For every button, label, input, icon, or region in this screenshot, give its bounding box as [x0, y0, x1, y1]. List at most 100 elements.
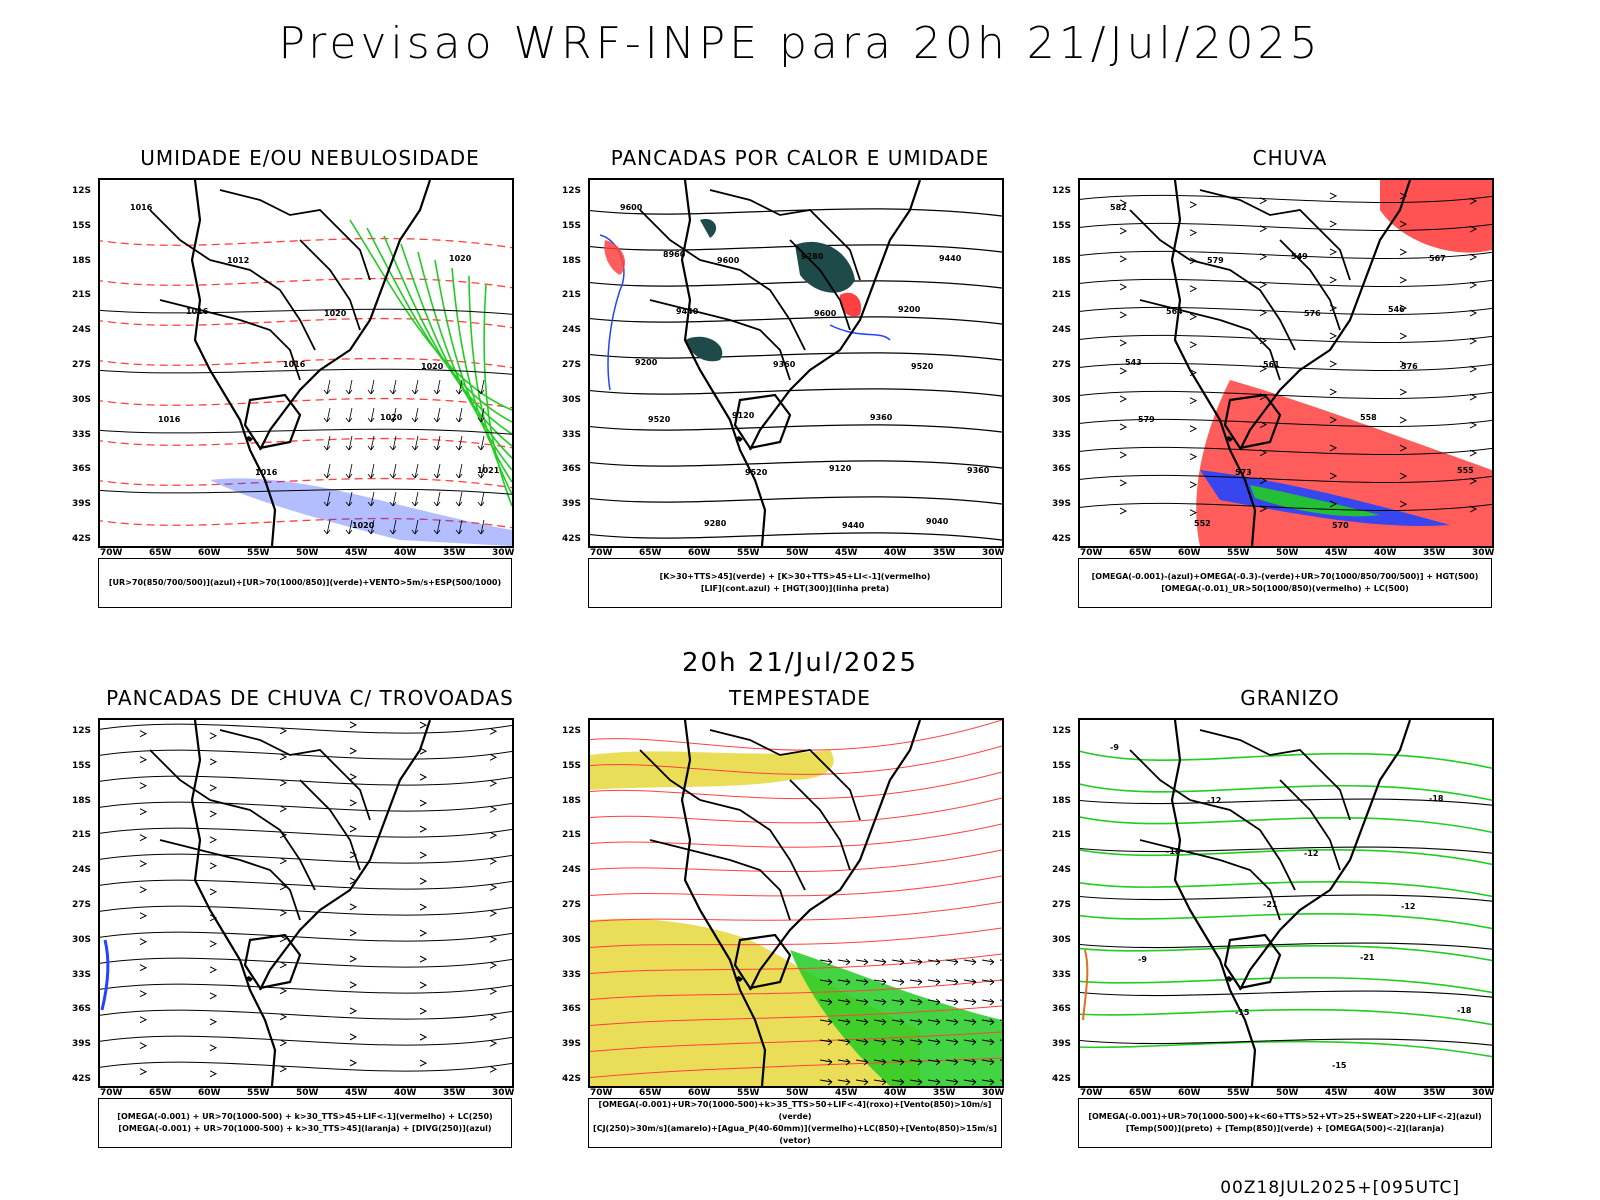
- lon-tick-label: 55W: [1227, 548, 1250, 558]
- lat-tick-label: 33S: [1052, 969, 1072, 980]
- lon-tick-label: 50W: [1276, 1088, 1299, 1098]
- contour-label: 9360: [870, 413, 893, 422]
- contour-label: 579: [1138, 415, 1155, 424]
- contour-label: 9520: [911, 362, 934, 371]
- contour-label: 561: [1263, 360, 1280, 369]
- contour-label: 9120: [829, 464, 852, 473]
- contour-label: 567: [1429, 254, 1446, 263]
- lat-tick-label: 15S: [72, 760, 92, 771]
- lat-tick-label: 15S: [562, 760, 582, 771]
- contour-label: 576: [1304, 309, 1321, 318]
- lon-tick-label: 60W: [688, 1088, 711, 1098]
- lon-tick-label: 50W: [786, 548, 809, 558]
- contour-label: 1012: [227, 256, 249, 265]
- lat-tick-label: 33S: [1052, 429, 1072, 440]
- lat-tick-label: 30S: [562, 934, 582, 945]
- panel-legend: [K>30+TTS>45](verde) + [K>30+TTS>45+LI<-…: [588, 558, 1002, 608]
- lon-tick-label: 70W: [1080, 1088, 1103, 1098]
- contour-label: 558: [1360, 413, 1377, 422]
- contour-label: -12: [1304, 849, 1318, 858]
- page-title: Previsao WRF-INPE para 20h 21/Jul/2025: [278, 18, 1322, 69]
- lon-tick-label: 45W: [345, 548, 368, 558]
- contour-label: 9440: [939, 254, 962, 263]
- lon-tick-label: 35W: [443, 1088, 466, 1098]
- lat-tick-label: 42S: [1052, 534, 1072, 544]
- lat-tick-label: 18S: [1052, 255, 1072, 266]
- legend-line: [OMEGA(-0.001) + UR>70(1000-500) + k>30_…: [117, 1112, 493, 1121]
- contour-label: -18: [1429, 794, 1444, 803]
- contour-label: 543: [1125, 358, 1142, 367]
- lon-tick-label: 35W: [933, 548, 956, 558]
- lat-tick-label: 30S: [72, 394, 92, 405]
- lat-tick-label: 30S: [1052, 394, 1072, 405]
- map-graphic: 1016 1012 1020 1020 1016 1016 1020 1020 1016 1016…: [100, 180, 512, 546]
- lon-tick-label: 60W: [1178, 548, 1201, 558]
- panel-title: PANCADAS DE CHUVA C/ TROVOADAS: [106, 686, 514, 710]
- lat-tick-label: 36S: [1052, 464, 1072, 475]
- lat-tick-label: 27S: [1052, 360, 1072, 370]
- lat-tick-label: 15S: [562, 220, 582, 231]
- lat-tick-label: 18S: [72, 255, 92, 266]
- lat-tick-label: 36S: [72, 1004, 92, 1015]
- lat-tick-label: 36S: [1052, 1004, 1072, 1015]
- lon-tick-label: 45W: [835, 1088, 858, 1098]
- contour-label: -15: [1332, 1061, 1347, 1070]
- lat-tick-label: 27S: [562, 900, 582, 910]
- lat-tick-label: 21S: [72, 290, 92, 301]
- forecast-map: 582 579 576 576 579 573 570 567 564 561 558 555 552 5…: [1078, 178, 1494, 548]
- legend-line: [OMEGA(-0.001)-(azul)+OMEGA(-0.3)-(verde…: [1091, 572, 1479, 581]
- lat-tick-label: 21S: [1052, 830, 1072, 841]
- lat-tick-label: 24S: [1052, 865, 1072, 876]
- lon-tick-label: 45W: [1325, 548, 1348, 558]
- lon-tick-label: 50W: [1276, 548, 1299, 558]
- contour-label: 9600: [814, 309, 837, 318]
- panel-pancadas-trovoadas: PANCADAS DE CHUVA C/ TROVOADAS 12S 15S 18S 2…: [72, 686, 530, 1156]
- panel-legend: [OMEGA(-0.001)+UR>70(1000-500)+k>35_TTS>…: [588, 1098, 1002, 1148]
- contour-label: -18: [1457, 1006, 1472, 1015]
- contour-label: 1020: [324, 309, 347, 318]
- lat-tick-label: 42S: [562, 534, 582, 544]
- contour-label: -15: [1235, 1008, 1250, 1017]
- lon-tick-label: 45W: [345, 1088, 368, 1098]
- contour-label: 1016: [283, 360, 306, 369]
- forecast-map: -9 -12 -12 -12 -9 -15 -15 -18 -18 -21 -21 -18: [1078, 718, 1494, 1088]
- lon-tick-label: 55W: [737, 1088, 760, 1098]
- map-graphic: 582 579 576 576 579 573 570 567 564 561 558 555 552 5…: [1080, 180, 1492, 546]
- panel-title: GRANIZO: [1240, 686, 1340, 710]
- lat-tick-label: 18S: [562, 795, 582, 806]
- lat-tick-label: 12S: [1052, 186, 1072, 196]
- lat-tick-label: 18S: [562, 255, 582, 266]
- lon-tick-label: 40W: [1374, 548, 1397, 558]
- contour-label: 9280: [704, 519, 727, 528]
- lat-tick-label: 27S: [1052, 900, 1072, 910]
- contour-label: 552: [1194, 519, 1211, 528]
- lon-tick-label: 35W: [1423, 1088, 1446, 1098]
- contour-label: -18: [1166, 847, 1181, 856]
- panel-legend: [OMEGA(-0.001)+UR>70(1000-500)+k<60+TTS>…: [1078, 1098, 1492, 1148]
- lat-tick-label: 21S: [562, 830, 582, 841]
- panel-legend: [UR>70(850/700/500)](azul)+[UR>70(1000/8…: [98, 558, 512, 608]
- contour-label: 1016: [255, 468, 278, 477]
- contour-label: 582: [1110, 203, 1127, 212]
- contour-label: -21: [1263, 900, 1278, 909]
- lat-tick-label: 12S: [72, 186, 92, 196]
- legend-line: [K>30+TTS>45](verde) + [K>30+TTS>45+LI<-…: [659, 572, 931, 581]
- contour-label: 1020: [352, 521, 375, 530]
- lon-tick-label: 30W: [982, 1088, 1005, 1098]
- lon-tick-label: 30W: [1472, 1088, 1495, 1098]
- lon-tick-label: 30W: [492, 1088, 515, 1098]
- legend-line: [Temp(500)](preto) + [Temp(850)](verde) …: [1125, 1124, 1445, 1133]
- lon-tick-label: 30W: [492, 548, 515, 558]
- panel-title: TEMPESTADE: [729, 686, 871, 710]
- lat-tick-label: 39S: [72, 1039, 92, 1050]
- forecast-map: 1016 1012 1020 1020 1016 1016 1020 1020 1016 1016…: [98, 178, 514, 548]
- forecast-map: [98, 718, 514, 1088]
- contour-label: 9040: [926, 517, 949, 526]
- lon-tick-label: 70W: [590, 548, 613, 558]
- contour-label: 9440: [676, 307, 699, 316]
- lon-tick-label: 65W: [639, 548, 662, 558]
- lat-tick-label: 30S: [72, 934, 92, 945]
- lat-tick-label: 39S: [1052, 1039, 1072, 1050]
- contour-label: 555: [1457, 466, 1474, 475]
- contour-label: 546: [1388, 305, 1405, 314]
